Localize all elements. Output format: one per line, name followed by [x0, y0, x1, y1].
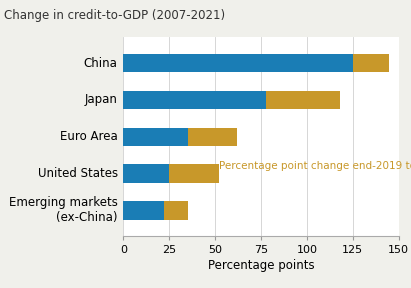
Bar [123, 164, 169, 183]
Text: Percentage point change end-2019 to end-2021: Percentage point change end-2019 to end-… [219, 161, 411, 171]
Bar [187, 128, 237, 146]
Bar [353, 54, 390, 72]
Bar [123, 201, 164, 219]
X-axis label: Percentage points: Percentage points [208, 259, 314, 272]
Text: Change in credit-to-GDP (2007-2021): Change in credit-to-GDP (2007-2021) [4, 9, 225, 22]
Bar [164, 201, 187, 219]
Bar [123, 54, 353, 72]
Bar [123, 91, 266, 109]
Bar [123, 128, 187, 146]
Bar [169, 164, 219, 183]
Bar [266, 91, 340, 109]
